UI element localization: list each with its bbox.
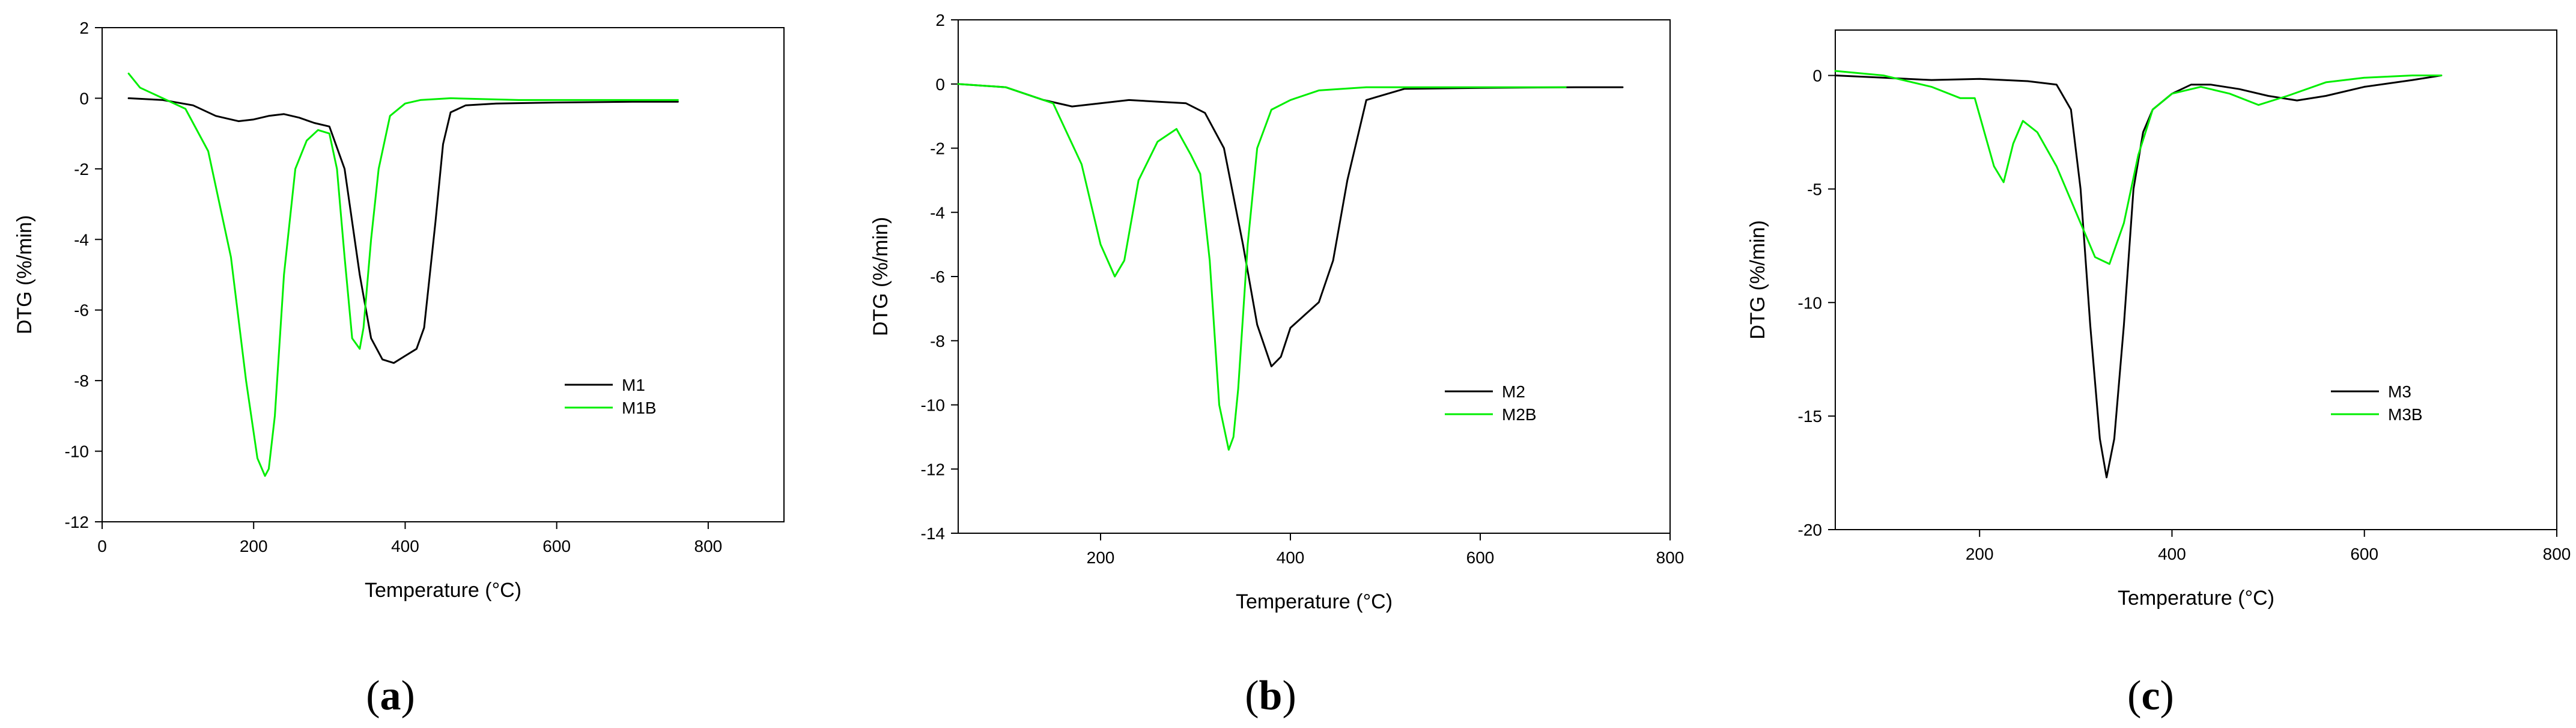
series-line-M3 bbox=[1834, 75, 2443, 479]
x-tick-label: 400 bbox=[1277, 548, 1305, 567]
series-line-M2 bbox=[957, 83, 1624, 367]
chart-panel-3: 200 400 600 800 -20 -15 -10 -5 0 Temperature (°C)… bbox=[1746, 29, 2571, 719]
x-tick-label: 800 bbox=[694, 537, 723, 555]
y-tick-label: -8 bbox=[930, 332, 945, 350]
y-tick-label: -6 bbox=[74, 301, 89, 320]
chart-panel-1: 0 200 400 600 800 -12 -10 -8 -6 -4 -2 0 2 Temperature… bbox=[13, 19, 785, 719]
y-tick-label: -20 bbox=[1798, 521, 1822, 539]
y-tick-label: -8 bbox=[74, 372, 89, 390]
y-axis-title: DTG (%/min) bbox=[1746, 220, 1769, 339]
panel-caption: (c) bbox=[2127, 673, 2174, 719]
y-tick-label: -2 bbox=[930, 139, 945, 158]
panel-caption: (a) bbox=[366, 673, 415, 719]
y-tick-label: 0 bbox=[79, 89, 89, 108]
x-tick-label: 600 bbox=[542, 537, 571, 555]
x-tick-label: 600 bbox=[1466, 548, 1495, 567]
x-axis-title: Temperature (°C) bbox=[365, 579, 521, 602]
series-line-M1B bbox=[127, 72, 679, 477]
panel-caption-letter: b bbox=[1259, 673, 1283, 719]
y-tick-label: 2 bbox=[935, 11, 945, 29]
y-tick-label: -6 bbox=[930, 268, 945, 286]
x-tick-label: 200 bbox=[240, 537, 268, 555]
panel-caption: (b) bbox=[1245, 673, 1296, 719]
x-tick-label: 400 bbox=[2158, 545, 2186, 563]
y-tick-label: -10 bbox=[921, 396, 945, 415]
chart-panel-2: 200 400 600 800 -14 -12 -10 -8 -6 -4 -2 0 2 Temperatu… bbox=[869, 11, 1684, 719]
x-tick-label: 200 bbox=[1966, 545, 1994, 563]
series-line-M1 bbox=[127, 97, 679, 364]
plot-frame bbox=[958, 19, 1671, 534]
x-axis-title: Temperature (°C) bbox=[2118, 587, 2274, 610]
y-tick-label: -10 bbox=[65, 442, 89, 461]
x-tick-label: 800 bbox=[2543, 545, 2571, 563]
y-axis-title: DTG (%/min) bbox=[13, 215, 36, 334]
y-tick-label: -15 bbox=[1798, 407, 1822, 426]
y-tick-label: 0 bbox=[1812, 67, 1822, 85]
y-tick-label: 2 bbox=[79, 19, 89, 37]
series-line-M3B bbox=[1834, 70, 2443, 265]
y-tick-label: -4 bbox=[74, 230, 89, 249]
plot-frame bbox=[102, 27, 785, 522]
legend-label-M3: M3 bbox=[2388, 382, 2411, 401]
legend-label-M2: M2 bbox=[1502, 382, 1525, 401]
x-axis-title: Temperature (°C) bbox=[1236, 590, 1393, 613]
y-axis-title: DTG (%/min) bbox=[869, 217, 892, 336]
series-line-M2B bbox=[957, 83, 1567, 451]
x-tick-label: 0 bbox=[97, 537, 107, 555]
y-tick-label: 0 bbox=[935, 75, 945, 94]
panel-caption-letter: a bbox=[380, 673, 401, 719]
legend-label-M3B: M3B bbox=[2388, 405, 2423, 424]
y-tick-label: -12 bbox=[921, 460, 945, 479]
plot-frame bbox=[1835, 29, 2557, 530]
y-tick-label: -10 bbox=[1798, 293, 1822, 312]
y-tick-label: -2 bbox=[74, 160, 89, 179]
x-tick-label: 800 bbox=[1656, 548, 1684, 567]
y-tick-label: -14 bbox=[921, 524, 945, 543]
legend-label-M1B: M1B bbox=[622, 399, 657, 417]
legend-label-M2B: M2B bbox=[1502, 405, 1537, 424]
y-tick-label: -4 bbox=[930, 203, 945, 222]
x-tick-label: 400 bbox=[391, 537, 419, 555]
y-tick-label: -5 bbox=[1807, 180, 1822, 198]
x-tick-label: 200 bbox=[1087, 548, 1115, 567]
legend-label-M1: M1 bbox=[622, 376, 645, 394]
panel-caption-letter: c bbox=[2141, 673, 2160, 719]
y-tick-label: -12 bbox=[65, 513, 89, 531]
x-tick-label: 600 bbox=[2350, 545, 2378, 563]
